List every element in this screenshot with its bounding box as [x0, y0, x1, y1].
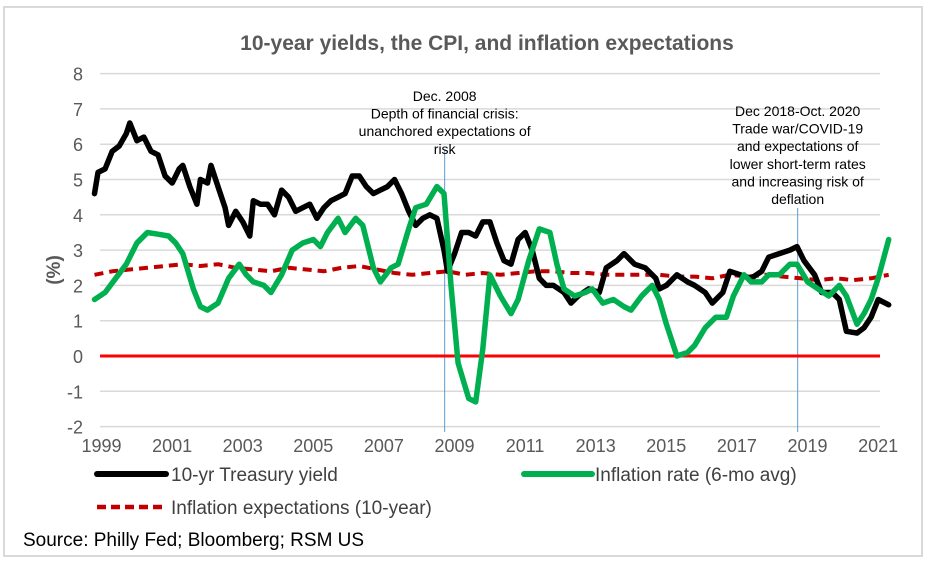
legend-item-treasury[interactable]: 10-yr Treasury yield: [94, 465, 338, 486]
y-tick-label: 1: [73, 312, 83, 332]
y-tick-label: 3: [73, 241, 83, 261]
y-tick-label: 6: [73, 135, 83, 155]
annotation-text: and expectations of: [737, 138, 859, 154]
annotation-text: unanchored expectations of: [359, 123, 531, 139]
x-tick-label: 2003: [223, 436, 263, 456]
annotation-text: risk: [434, 141, 457, 157]
legend-item-expectations[interactable]: Inflation expectations (10-year): [97, 498, 432, 519]
annotation-text: lower short-term rates: [730, 156, 866, 172]
legend-label-inflation: Inflation rate (6-mo avg): [595, 465, 797, 486]
y-tick-label: 7: [73, 100, 83, 120]
legend: 10-yr Treasury yield Inflation rate (6-m…: [94, 465, 797, 519]
y-tick-label: 4: [73, 206, 83, 226]
y-tick-label: -1: [67, 382, 83, 402]
legend-item-inflation[interactable]: Inflation rate (6-mo avg): [521, 465, 797, 486]
annotation-text: Dec. 2008: [413, 88, 477, 104]
y-tick-label: 0: [73, 347, 83, 367]
x-tick-label: 2007: [364, 436, 404, 456]
x-tick-label: 2015: [646, 436, 686, 456]
series-lines: [91, 120, 892, 405]
x-tick-label: 2017: [717, 436, 757, 456]
x-tick-label: 2013: [576, 436, 616, 456]
y-tick-label: 8: [73, 65, 83, 85]
source-note: Source: Philly Fed; Bloomberg; RSM US: [23, 530, 364, 551]
y-axis: 8 7 6 5 4 3 2 1 0 -1 -2: [67, 65, 83, 438]
y-tick-label: 5: [73, 171, 83, 191]
x-tick-label: 2011: [506, 436, 545, 456]
x-tick-label: 1999: [81, 436, 121, 456]
y-axis-label: (%): [44, 255, 65, 285]
x-tick-label: 2001: [152, 436, 192, 456]
y-tick-label: 2: [73, 276, 83, 296]
annotation-text: and increasing risk of: [732, 173, 864, 189]
annotations: Dec. 2008 Depth of financial crisis:unanc…: [359, 88, 866, 432]
legend-label-treasury: 10-yr Treasury yield: [171, 465, 338, 486]
x-tick-label: 2019: [787, 436, 827, 456]
y-tick-label: -2: [67, 418, 83, 438]
chart-title: 10-year yields, the CPI, and inflation e…: [240, 32, 734, 55]
x-tick-label: 2005: [293, 436, 333, 456]
x-tick-label: 2009: [434, 436, 474, 456]
series-treasury-yield: [91, 120, 892, 336]
x-axis: 1999 2001 2003 2005 2007 2009 2011 2013 2015 2017…: [81, 436, 898, 456]
series-inflation-rate: [91, 183, 892, 405]
chart-frame: [3, 6, 923, 557]
annotation-text: deflation: [771, 191, 824, 207]
annotation-text: Depth of financial crisis:: [371, 106, 519, 122]
x-tick-label: 2021: [858, 436, 898, 456]
annotation-text: Dec 2018-Oct. 2020: [735, 103, 861, 119]
legend-label-expectations: Inflation expectations (10-year): [171, 498, 432, 519]
annotation-text: Trade war/COVID-19: [732, 121, 863, 137]
